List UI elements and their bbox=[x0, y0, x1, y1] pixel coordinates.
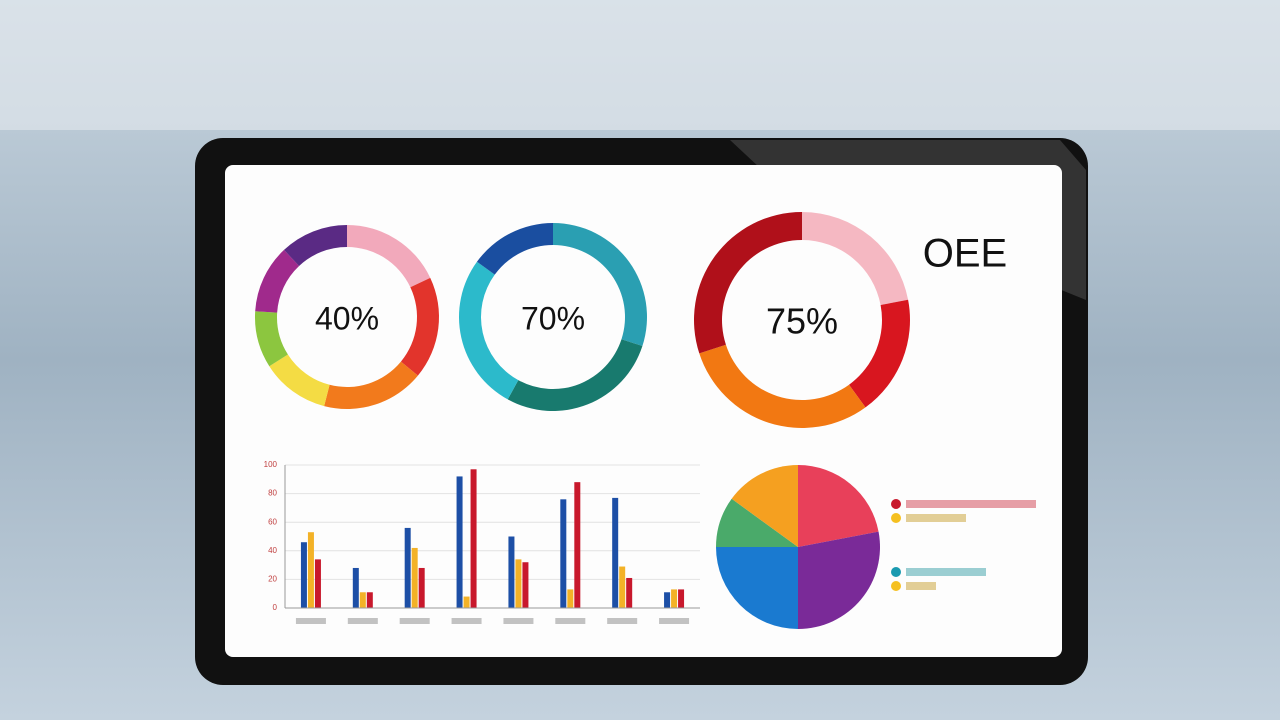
x-label-placeholder bbox=[295, 618, 326, 624]
donut-segment bbox=[400, 277, 439, 376]
donut-segment bbox=[324, 361, 418, 409]
legend-dot bbox=[891, 567, 901, 577]
pie-slice bbox=[798, 465, 879, 547]
bar bbox=[515, 559, 522, 608]
bar bbox=[619, 566, 626, 608]
y-tick-label: 0 bbox=[273, 603, 278, 612]
donut-segment bbox=[347, 225, 431, 288]
donut-segment bbox=[693, 212, 803, 354]
donut-segment bbox=[269, 354, 330, 407]
pie-slice bbox=[731, 464, 798, 547]
bar bbox=[418, 567, 425, 608]
x-label-placeholder bbox=[503, 618, 534, 624]
pie-slice bbox=[716, 498, 798, 547]
legend-placeholder bbox=[906, 514, 966, 522]
y-tick-label: 20 bbox=[268, 575, 277, 584]
donut-label: 70% bbox=[521, 300, 585, 336]
y-tick-label: 40 bbox=[268, 546, 277, 555]
legend-dot bbox=[891, 499, 901, 509]
legend-placeholder bbox=[906, 500, 1036, 508]
dashboard: 40% 70% 75% OEE 0 20 40 60 80 100 bbox=[255, 212, 1007, 629]
bar bbox=[470, 469, 477, 608]
legend-dot bbox=[891, 581, 901, 591]
donut-label: 75% bbox=[766, 301, 838, 342]
bar bbox=[307, 532, 314, 608]
bar bbox=[560, 499, 567, 608]
bar bbox=[612, 497, 619, 608]
x-label-placeholder bbox=[607, 618, 638, 624]
legend-placeholder bbox=[906, 568, 986, 576]
donut-segment bbox=[699, 344, 866, 429]
bar bbox=[671, 589, 678, 608]
legend-placeholder bbox=[906, 582, 936, 590]
bar bbox=[574, 482, 581, 608]
pie-slice bbox=[716, 547, 798, 629]
y-tick-label: 80 bbox=[268, 489, 277, 498]
donut-segment bbox=[849, 299, 910, 408]
bar bbox=[352, 567, 359, 608]
legend-dot bbox=[891, 513, 901, 523]
bar bbox=[567, 589, 574, 608]
donut-segment bbox=[284, 225, 347, 266]
donut-segment bbox=[553, 223, 647, 347]
bar bbox=[456, 476, 463, 608]
x-label-placeholder bbox=[399, 618, 430, 624]
donut-label: 40% bbox=[315, 300, 379, 336]
bar bbox=[522, 562, 529, 608]
y-tick-label: 60 bbox=[268, 517, 277, 526]
bar bbox=[626, 577, 633, 608]
bar bbox=[508, 536, 515, 608]
bar bbox=[411, 547, 418, 608]
bar bbox=[664, 592, 671, 608]
donut-segment bbox=[476, 223, 553, 275]
donut-segment bbox=[802, 212, 909, 306]
bar bbox=[366, 592, 373, 608]
x-label-placeholder bbox=[347, 618, 378, 624]
donut-segment bbox=[255, 311, 288, 367]
background-ceiling bbox=[0, 0, 1280, 130]
y-tick-label: 100 bbox=[264, 460, 278, 469]
x-label-placeholder bbox=[555, 618, 586, 624]
bar bbox=[300, 542, 307, 608]
bar bbox=[463, 596, 470, 608]
bar bbox=[314, 559, 321, 608]
pie-legend bbox=[891, 499, 1036, 591]
donut-segment bbox=[255, 249, 300, 313]
donut-segment bbox=[507, 339, 643, 412]
x-label-placeholder bbox=[659, 618, 690, 624]
pie-slice bbox=[798, 531, 881, 629]
donut-segment bbox=[458, 261, 519, 400]
bar bbox=[359, 592, 366, 608]
heading: OEE bbox=[923, 232, 1007, 276]
x-label-placeholder bbox=[451, 618, 482, 624]
bar bbox=[678, 589, 685, 608]
bar bbox=[404, 527, 411, 608]
